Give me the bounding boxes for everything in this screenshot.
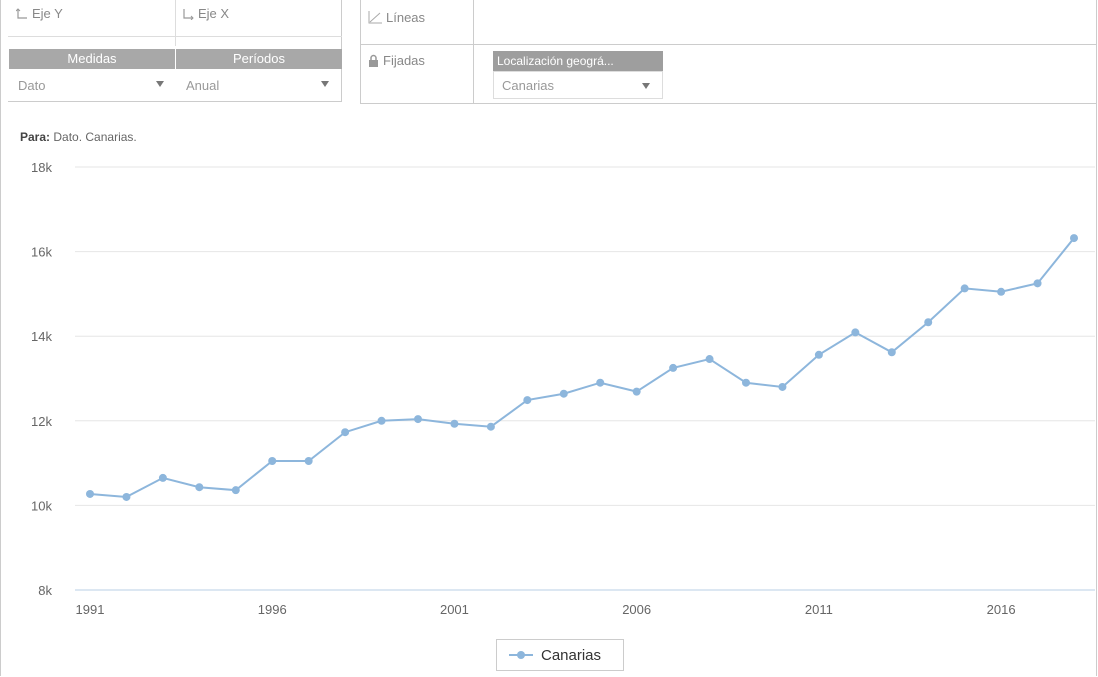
legend-label: Canarias [541,646,602,664]
series-divider-h [360,44,1097,45]
chevron-down-icon [642,83,650,89]
data-point [341,428,350,437]
legend-series-marker [509,651,533,659]
x-tick-label: 1991 [76,602,105,617]
data-point [304,456,313,465]
x-axis-label: Eje X [198,6,230,21]
y-tick-label: 10k [31,498,52,513]
data-point [158,473,167,482]
data-point [377,416,386,425]
data-point [851,328,860,337]
measures-select-value: Dato [18,78,46,93]
axis-col-divider [175,0,176,46]
periods-header: Períodos [176,49,342,69]
axis-icon [183,8,194,20]
data-point [632,387,641,396]
y-axis-label: Eje Y [32,6,63,21]
data-point [887,348,896,357]
data-point [523,396,532,405]
x-tick-label: 2016 [987,602,1016,617]
y-tick-label: 8k [38,583,52,598]
x-tick-label: 2011 [805,602,833,617]
legend[interactable]: Canarias [496,639,624,671]
data-point [742,378,750,387]
data-point [814,350,823,359]
series-divider-v [473,0,474,104]
lock-icon [369,54,378,67]
data-point [486,422,495,431]
axis-icon [16,7,27,19]
data-point [414,415,422,424]
chevron-down-icon [156,81,164,87]
data-point [596,378,605,387]
data-point [669,363,678,372]
location-header: Localización geográ... [493,51,663,71]
line-chart-icon [368,11,382,24]
x-tick-label: 1996 [258,602,287,617]
fixed-label: Fijadas [383,53,425,68]
x-tick-label: 2001 [440,602,469,617]
data-point [924,318,933,327]
periods-select[interactable]: Anual [182,72,337,100]
subtitle-prefix: Para: [20,130,51,144]
chevron-down-icon [321,81,329,87]
periods-select-value: Anual [186,78,220,93]
data-point [86,489,94,498]
data-point [1070,234,1078,243]
y-tick-label: 18k [31,160,52,175]
data-point [195,483,204,492]
data-point [268,456,277,465]
chart-subtitle: Para: Dato. Canarias. [20,130,137,144]
data-point [778,382,787,391]
location-select-value: Canarias [502,78,555,93]
data-point [997,287,1006,296]
y-tick-label: 16k [31,245,52,260]
x-axis-dimension[interactable]: Eje X [182,6,229,21]
lines-dimension[interactable]: Líneas [368,10,425,25]
data-point [1033,279,1042,288]
data-point [450,419,459,428]
series-config-panel [360,0,1097,104]
data-point [960,284,969,293]
series-line [89,237,1075,498]
fixed-dimension: Fijadas [368,53,425,68]
x-tick-label: 2006 [622,602,651,617]
measures-select[interactable]: Dato [14,72,172,100]
data-point [559,389,568,398]
subtitle-text: Dato. Canarias. [53,130,137,144]
data-point [705,355,714,364]
lines-label: Líneas [386,10,426,25]
data-point [122,492,131,501]
location-select[interactable]: Canarias [493,71,663,99]
y-tick-label: 12k [31,414,52,429]
data-point [231,486,240,495]
y-axis-dimension[interactable]: Eje Y [16,6,63,21]
y-tick-label: 14k [31,329,52,344]
measures-header: Medidas [9,49,175,69]
